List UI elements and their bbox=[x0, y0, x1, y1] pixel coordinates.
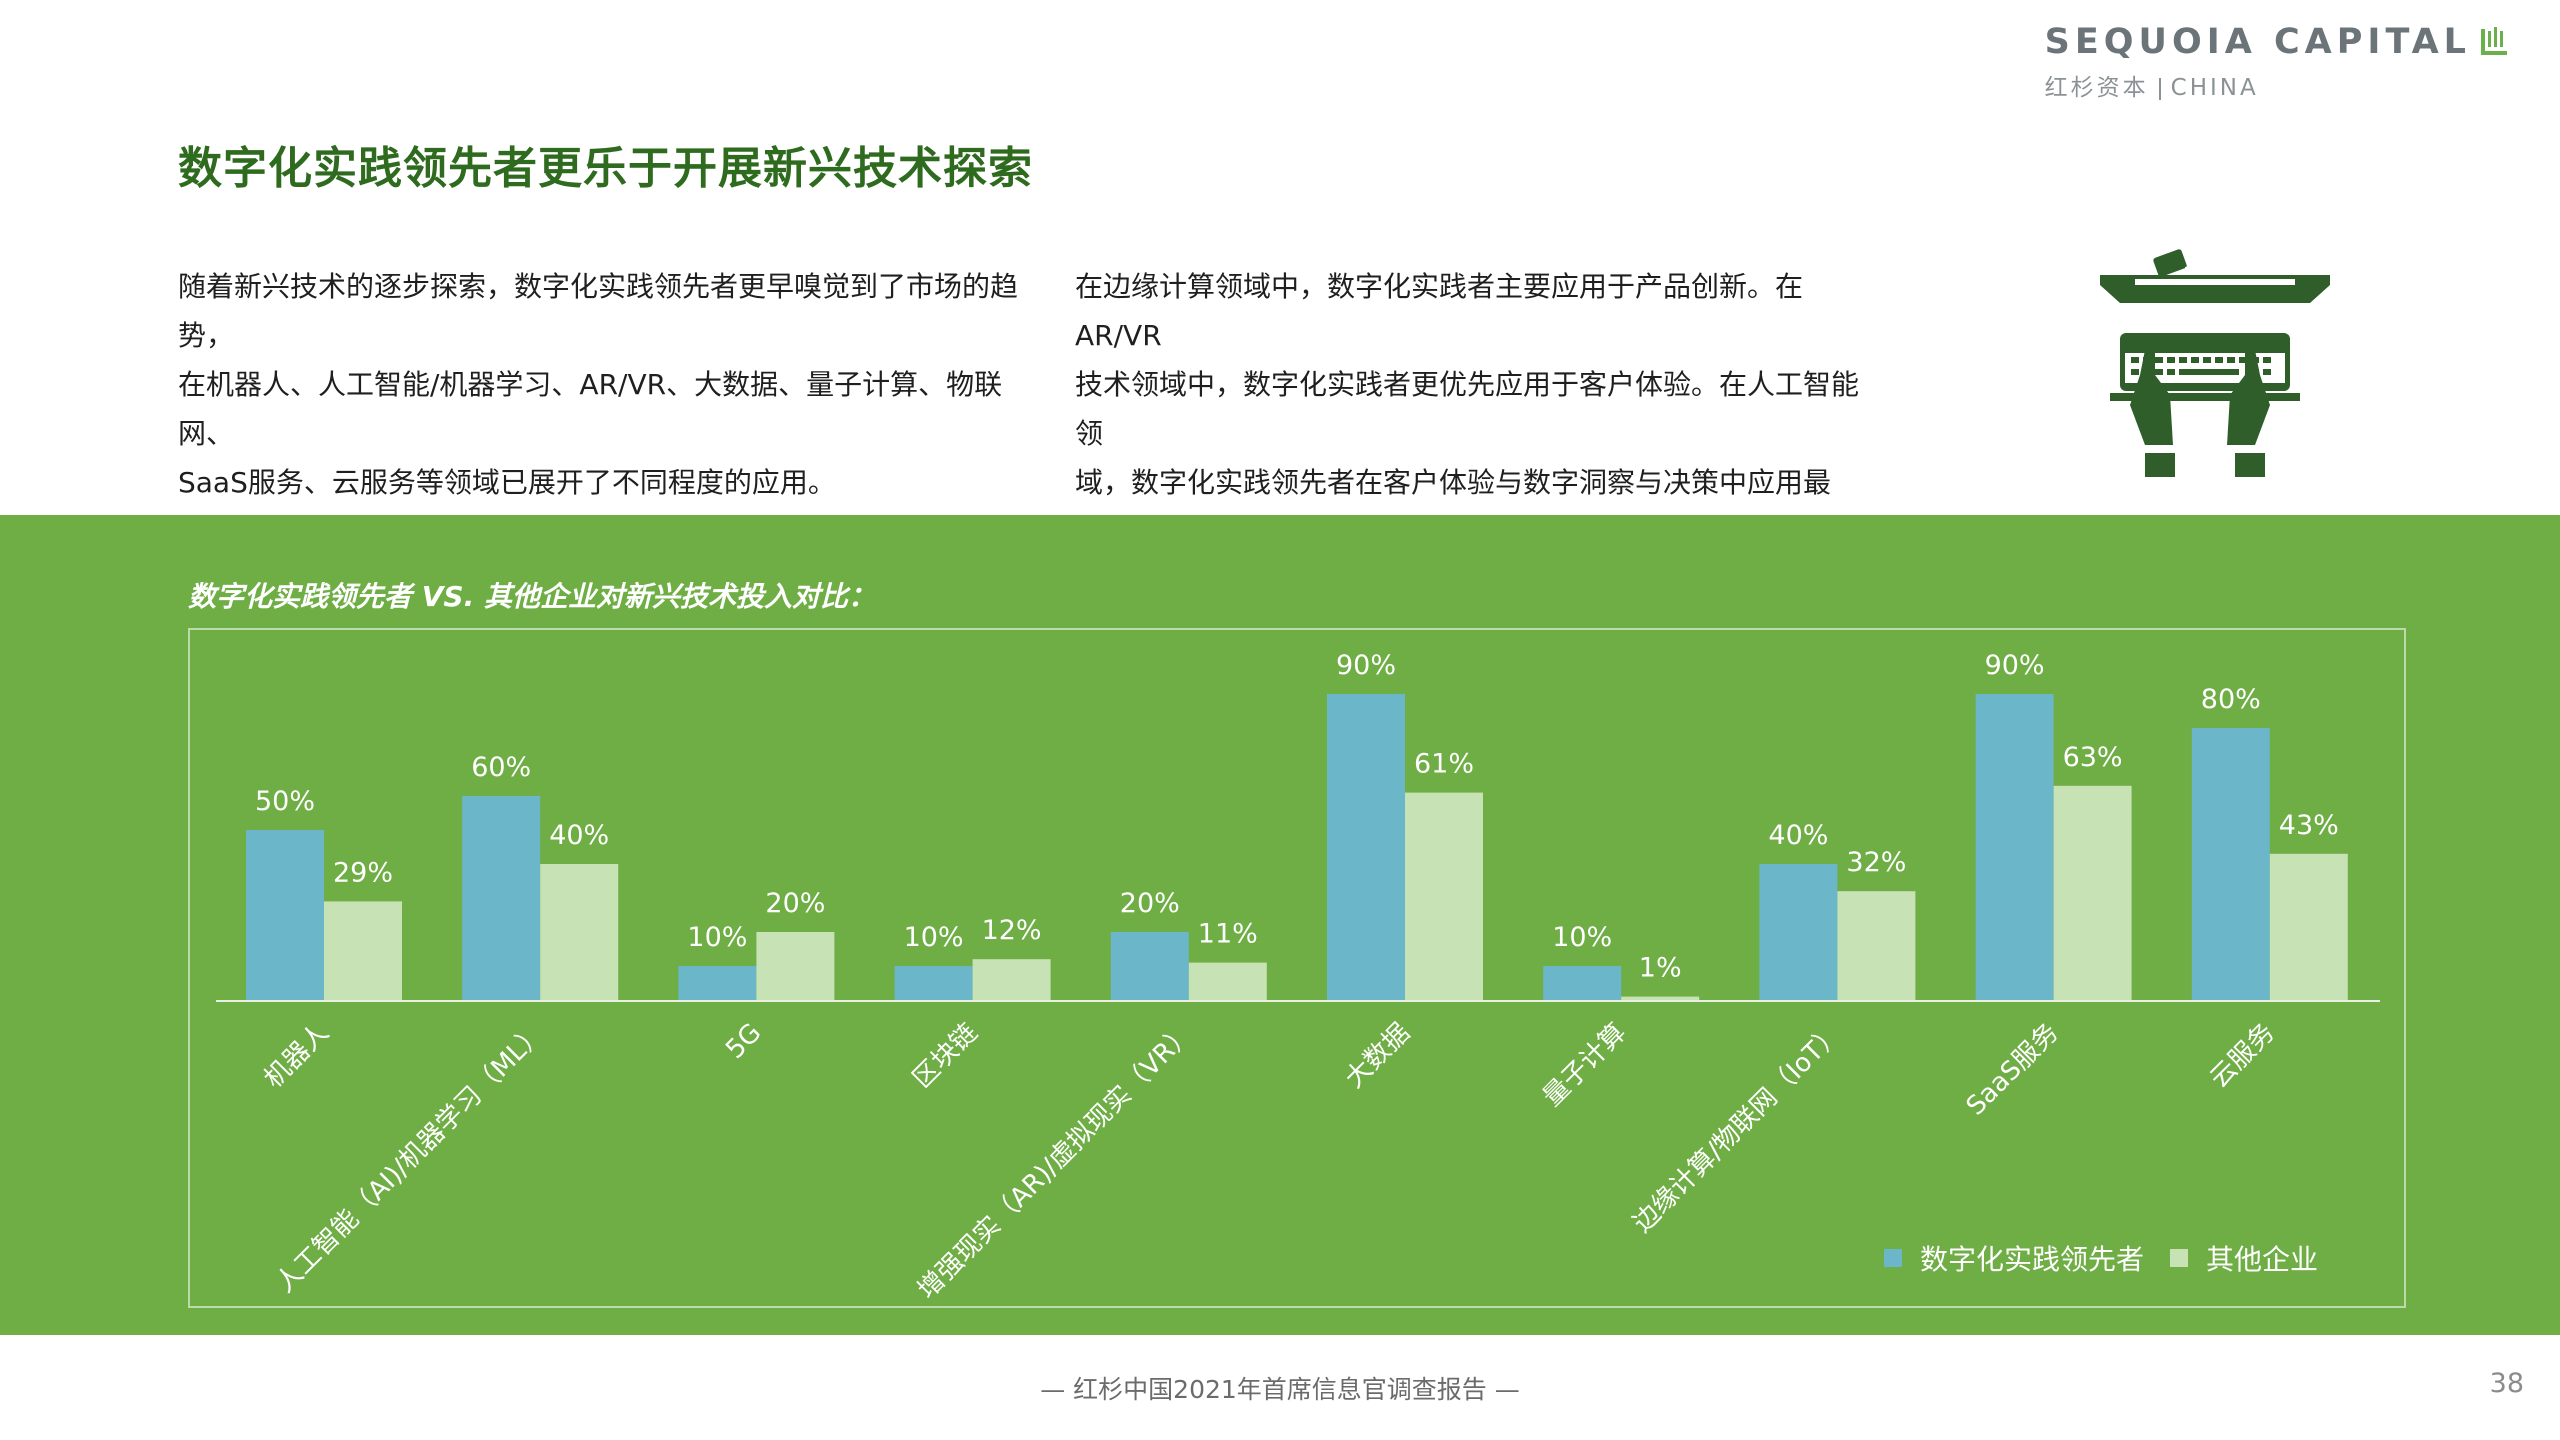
data-label-series-2: 61% bbox=[1414, 749, 1474, 780]
bar-series-1 bbox=[1110, 932, 1189, 1000]
data-label-series-2: 11% bbox=[1198, 919, 1258, 950]
data-label-series-1: 10% bbox=[904, 922, 964, 953]
x-tick-label: SaaS服务 bbox=[1961, 1018, 2065, 1122]
logo-region: CHINA bbox=[2170, 75, 2259, 101]
chart-legend: 数字化实践领先者 其他企业 bbox=[1884, 1238, 2344, 1278]
data-label-series-1: 40% bbox=[1768, 820, 1828, 851]
bar-series-1 bbox=[1327, 694, 1405, 1000]
sequoia-leaf-icon bbox=[2481, 27, 2507, 57]
bar-series-2 bbox=[756, 932, 835, 1000]
bar-series-1 bbox=[2191, 728, 2270, 1000]
x-tick-label: 量子计算 bbox=[1537, 1018, 1632, 1113]
chart-frame bbox=[188, 628, 2406, 1308]
bar-series-1 bbox=[462, 796, 541, 1000]
bar-series-1 bbox=[1543, 966, 1622, 1000]
data-label-series-2: 43% bbox=[2279, 810, 2339, 841]
logo-wordmark: SEQUOIA CAPITAL bbox=[2044, 22, 2471, 62]
data-label-series-1: 90% bbox=[1336, 650, 1396, 681]
x-tick-label: 机器人 bbox=[259, 1018, 335, 1094]
keyboard-hands-illustration-icon bbox=[2100, 249, 2330, 477]
data-label-series-2: 40% bbox=[549, 820, 609, 851]
bar-series-1 bbox=[1975, 694, 2054, 1000]
bar-series-2 bbox=[540, 864, 619, 1000]
data-label-series-1: 10% bbox=[1552, 922, 1612, 953]
bar-series-1 bbox=[1759, 864, 1838, 1000]
chart-title: 数字化实践领先者 VS. 其他企业对新兴技术投入对比： bbox=[188, 580, 876, 613]
x-tick-label: 区块链 bbox=[907, 1018, 983, 1094]
legend-swatch-leader bbox=[1884, 1249, 1902, 1267]
x-tick-label: 边缘计算/物联网（IoT） bbox=[1628, 1018, 1849, 1239]
data-label-series-2: 1% bbox=[1639, 953, 1682, 984]
bar-series-2 bbox=[2053, 785, 2132, 1000]
bar-series-2 bbox=[1188, 962, 1267, 1000]
bar-series-2 bbox=[972, 959, 1051, 1000]
x-tick-label: 大数据 bbox=[1340, 1018, 1416, 1094]
sequoia-logo: SEQUOIA CAPITAL 红杉资本 CHINA bbox=[2045, 22, 2507, 102]
bar-series-1 bbox=[678, 966, 757, 1000]
x-tick-label: 5G bbox=[720, 1018, 767, 1065]
bar-series-1 bbox=[894, 966, 973, 1000]
data-label-series-1: 80% bbox=[2201, 684, 2261, 715]
chart-section-background bbox=[0, 515, 2560, 1335]
data-label-series-2: 29% bbox=[333, 857, 393, 888]
data-label-series-1: 60% bbox=[471, 752, 531, 783]
legend-swatch-other bbox=[2170, 1249, 2189, 1267]
data-label-series-2: 20% bbox=[765, 888, 825, 919]
data-label-series-2: 32% bbox=[1846, 847, 1906, 878]
bar-series-2 bbox=[324, 901, 402, 1000]
page-title: 数字化实践领先者更乐于开展新兴技术探索 bbox=[178, 143, 1033, 194]
bar-series-2 bbox=[2269, 853, 2348, 1000]
bar-series-2 bbox=[1621, 996, 1700, 1000]
logo-chinese-name: 红杉资本 bbox=[2044, 75, 2149, 101]
data-label-series-1: 20% bbox=[1120, 888, 1180, 919]
x-tick-label: 云服务 bbox=[2204, 1018, 2280, 1094]
footer-report-title: — 红杉中国2021年首席信息官调查报告 — bbox=[1040, 1375, 1520, 1404]
data-label-series-2: 12% bbox=[982, 915, 1042, 946]
data-label-series-1: 10% bbox=[687, 922, 747, 953]
legend-item-other: 其他企业 bbox=[2170, 1238, 2318, 1278]
data-label-series-2: 63% bbox=[2063, 742, 2123, 773]
data-label-series-1: 50% bbox=[255, 786, 315, 817]
legend-item-leader: 数字化实践领先者 bbox=[1884, 1238, 2144, 1278]
page-number: 38 bbox=[2489, 1368, 2524, 1399]
legend-label-leader: 数字化实践领先者 bbox=[1920, 1243, 2145, 1276]
bar-series-2 bbox=[1405, 792, 1483, 1000]
legend-label-other: 其他企业 bbox=[2206, 1243, 2319, 1276]
bar-series-2 bbox=[1837, 891, 1916, 1000]
bar-series-1 bbox=[246, 830, 324, 1000]
data-label-series-1: 90% bbox=[1985, 650, 2045, 681]
intro-text-left: 随着新兴技术的逐步探索，数字化实践领先者更早嗅觉到了市场的趋势， 在机器人、人工… bbox=[178, 270, 1019, 499]
logo-divider bbox=[2158, 77, 2161, 100]
